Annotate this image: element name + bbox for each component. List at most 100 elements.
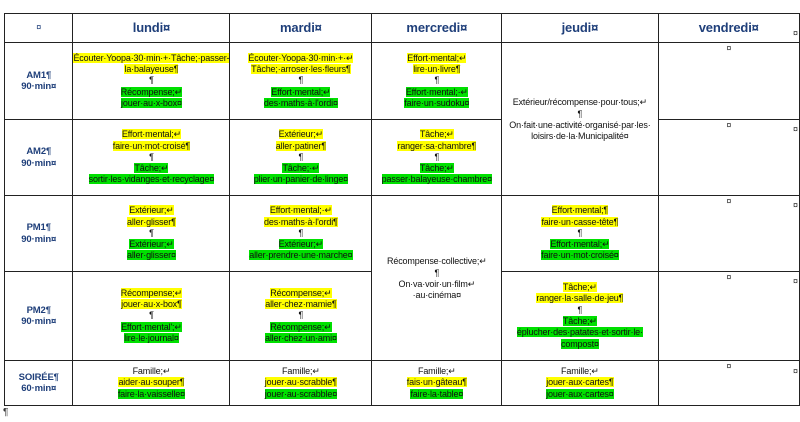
cell-line-text: Effort·mental;¶	[551, 205, 609, 216]
cell-line: Tâche;·↵	[230, 163, 371, 174]
cell-line-text: Extérieur;↵	[129, 239, 174, 250]
end-of-row-mark: ¤	[793, 124, 799, 134]
cell-soiree-vendredi: ¤	[657, 360, 800, 406]
cell-line-text: jouer·au·x-box¤	[121, 97, 182, 108]
cell-line-text: lire·le·journal¤	[124, 332, 179, 343]
cell-soiree-jeudi: Famille;↵ jouer·aux·cartes¶ jouer·aux·cart…	[501, 360, 659, 406]
cell-line-text: Tâche;↵	[419, 129, 454, 140]
cell-line: ¶	[372, 75, 501, 86]
cell-line: Effort·mental;↵	[230, 86, 371, 98]
cell-line: Tâche;↵	[372, 163, 501, 174]
cell-line-text: passer·balayeuse·chambre¤	[381, 174, 492, 185]
cell-line: Famille;↵	[372, 366, 501, 377]
cell-line-text: ¶	[434, 151, 440, 162]
cell-am2-mardi: Extérieur;↵ aller·patiner¶ ¶ Tâche;·↵ plier·…	[229, 119, 373, 196]
cell-line-text: aller·chez·un·ami¤	[264, 332, 337, 343]
cell-line: aller·patiner¶	[230, 140, 371, 152]
cell-line: sortir·les·vidanges·et·recyclage¤	[73, 174, 229, 185]
cell-line: Tâche;↵	[372, 129, 501, 140]
cell-line: Extérieur/récompense·pour·tous;↵	[502, 96, 657, 107]
cell-line: ·au·cinéma¤	[372, 289, 501, 300]
day-header-vendredi: vendredi¤	[657, 13, 800, 43]
cell-line: ¶	[73, 310, 229, 321]
cell-line-text: ¶	[577, 227, 583, 238]
cell-line-text: ¶	[577, 108, 583, 119]
cell-line-text: Récompense;↵	[270, 287, 332, 298]
cell-line: Tâche;↵	[73, 163, 229, 174]
cell-am1-vendredi: ¤	[657, 42, 800, 120]
cell-line: passer·balayeuse·chambre¤	[372, 174, 501, 185]
cell-line-text: ¶	[298, 227, 304, 238]
cell-line: ranger·la·salle·de·jeu¶	[502, 293, 657, 304]
cell-line-text: éplucher·des·patates·et·sortir·le·	[516, 327, 643, 338]
cell-line: des·maths·à·l'ordi¤	[230, 97, 371, 109]
cell-line: aider·au·souper¶	[73, 377, 229, 388]
cell-line: fais·un·gâteau¶	[372, 377, 501, 388]
cell-line-text: jouer·au·x-box¶	[121, 299, 182, 310]
cell-line-text: aider·au·souper¶	[118, 377, 185, 388]
cell-am1-lundi: Écouter·Yoopa·30·min·+·Tâche;·passer-la·…	[72, 42, 231, 120]
cell-line-text: aller·prendre·une·marche¤	[249, 250, 353, 261]
cell-am2-lundi: Effort·mental;↵ faire·un·mot·croisé¶ ¶ Tâch…	[72, 119, 231, 196]
header-row: ¤ lundi¤ mardi¤ mercredi¤ jeudi¤ vendred…	[3, 13, 800, 43]
cell-line: Extérieur;↵	[73, 205, 229, 216]
cell-line-text: faire·un·mot·croisé¤	[541, 250, 619, 261]
cell-line-text: des·maths·à·l'ordi¶	[264, 216, 338, 227]
cell-line: ¶	[230, 310, 371, 321]
cell-line-text: Récompense;↵	[270, 321, 332, 332]
cell-line-text: ¶	[434, 267, 440, 278]
cell-am2-mercredi: Tâche;↵ ranger·sa·chambre¶ ¶ Tâche;↵ passer·…	[371, 119, 503, 196]
cell-line-text: ¶	[298, 75, 304, 86]
cell-line-text: ¶	[434, 75, 440, 86]
cell-line: Récompense;↵	[73, 86, 229, 98]
cell-line: jouer·au·x-box¤	[73, 97, 229, 109]
cell-line-text: Famille;↵	[282, 366, 320, 377]
cell-line: Effort·mental;·↵	[372, 86, 501, 98]
cell-am1-mardi: Écouter·Yoopa·30·min·+·↵ Tâche;·arroser·l…	[229, 42, 373, 120]
cell-pm1-lundi: Extérieur;↵ aller·glisser¶ ¶ Extérieur;↵ all…	[72, 195, 231, 272]
cell-line-text: Effort·mental;↵	[550, 239, 610, 250]
end-of-row-mark: ¤	[793, 366, 799, 376]
cell-line-text: Récompense;↵	[120, 287, 183, 298]
cell-line-text: faire·un·casse-tête¶	[541, 216, 619, 227]
cell-line-text: ¶	[149, 310, 154, 321]
cell-line-text: Extérieur;↵	[278, 129, 324, 140]
cell-line-text: Tâche;↵	[562, 282, 597, 293]
cell-line-text: jouer·au·scrabble¶	[264, 377, 337, 388]
cell-line: Famille;↵	[230, 366, 371, 377]
cell-line-text: aller·glisser¶	[127, 216, 176, 227]
cell-line: jouer·aux·cartes¤	[502, 388, 657, 400]
cell-line-text: faire·un·sudoku¤	[404, 97, 470, 108]
weekly-schedule-table: ¤ lundi¤ mardi¤ mercredi¤ jeudi¤ vendred…	[3, 13, 800, 406]
cell-line: Récompense;↵	[230, 321, 371, 333]
cell-line-text: ·au·cinéma¤	[412, 290, 462, 301]
end-of-row-mark: ¤	[793, 276, 799, 286]
cell-line-text: Effort·mental';↵	[121, 321, 182, 332]
cell-line: jouer·au·x-box¶	[73, 299, 229, 310]
cell-line-text: Tâche;↵	[419, 163, 454, 174]
cell-line-text: Tâche;·↵	[282, 163, 320, 174]
cell-line: ¶	[230, 228, 371, 239]
cell-line-text: ¶	[298, 310, 304, 321]
cell-line-text: Récompense·collective;↵	[387, 256, 487, 267]
cell-line-text: Extérieur;↵	[129, 205, 174, 216]
cell-soiree-lundi: Famille;↵ aider·au·souper¶ faire·la·vaisse…	[72, 360, 231, 406]
cell-line: éplucher·des·patates·et·sortir·le·	[502, 327, 657, 338]
cell-line: aller·prendre·une·marche¤	[230, 250, 371, 261]
cell-line: ¶	[372, 267, 501, 278]
cell-mercredi-pm-merged: Récompense·collective;↵ ¶ On·va·voir·un·fi…	[371, 195, 503, 361]
row-am2: AM2¶ 90·min¤ Effort·mental;↵ faire·un·mot…	[3, 119, 800, 196]
cell-line: Famille;↵	[73, 366, 229, 377]
cell-line: Famille;↵	[502, 366, 657, 377]
cell-pm2-vendredi: ¤	[657, 271, 800, 361]
cell-line-text: ranger·la·salle·de·jeu¶	[536, 293, 624, 304]
cell-jeudi-am-merged: Extérieur/récompense·pour·tous;↵ ¶ On·fait…	[501, 42, 659, 196]
cell-line: Écouter·Yoopa·30·min·+·Tâche;·passer-	[73, 52, 230, 64]
cell-pm1-vendredi: ¤	[657, 195, 800, 272]
cell-line-text: la·balayeuse¶	[124, 64, 179, 75]
slot-label-pm2: PM2¶ 90·min¤	[3, 271, 74, 361]
cell-line-text: Extérieur;↵	[278, 239, 324, 250]
row-soiree: SOIRÉE¶ 60·min¤ Famille;↵ aider·au·souper…	[3, 360, 800, 406]
cell-line: ¶	[230, 152, 371, 163]
cell-line-text: des·maths·à·l'ordi¤	[263, 97, 338, 108]
